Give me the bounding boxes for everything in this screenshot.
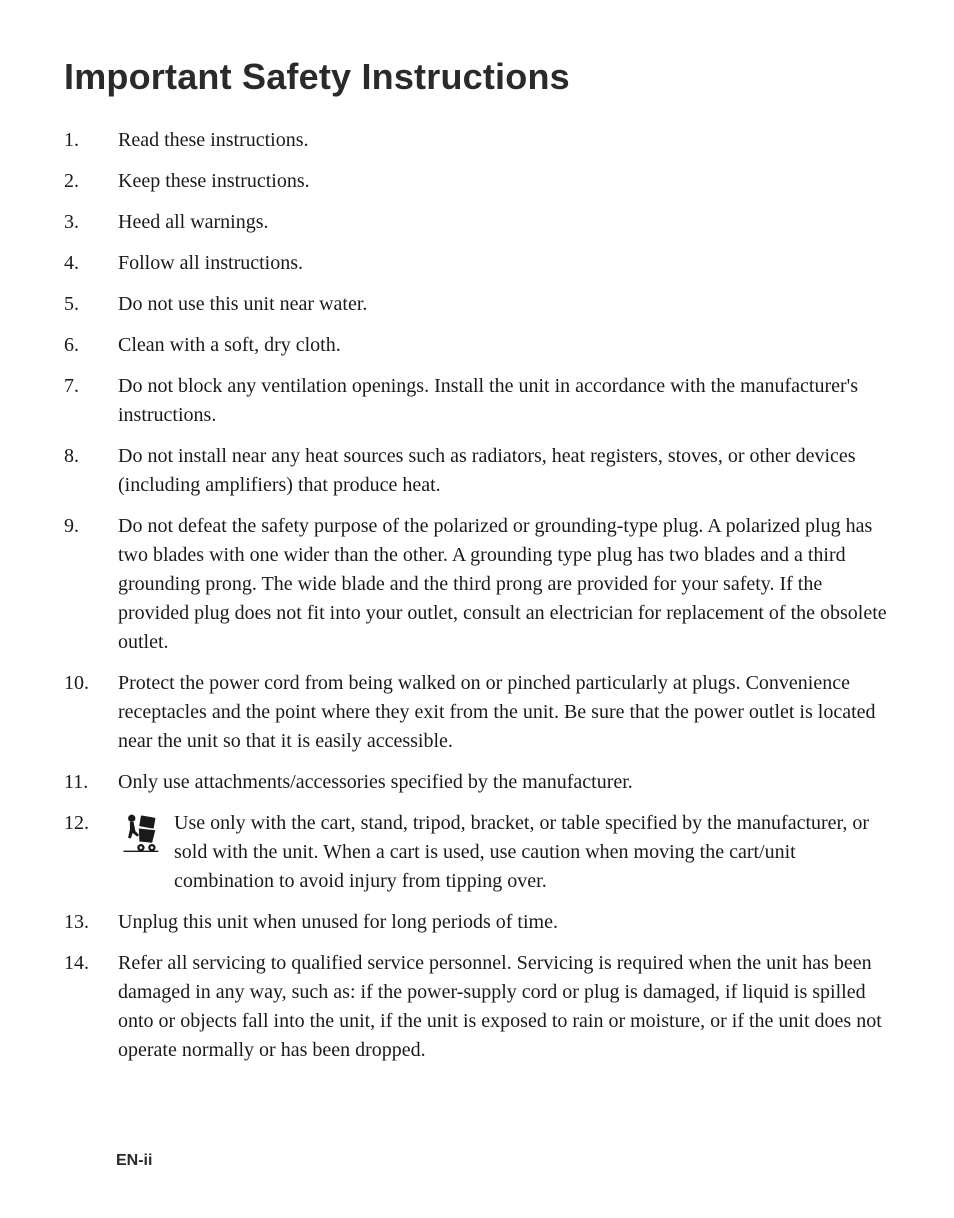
- list-item: 9. Do not defeat the safety purpose of t…: [64, 512, 890, 657]
- item-number: 3.: [64, 208, 118, 237]
- item-number: 1.: [64, 126, 118, 155]
- list-item: 4. Follow all instructions.: [64, 249, 890, 278]
- list-item: 14. Refer all servicing to qualified ser…: [64, 949, 890, 1065]
- cart-tip-warning-icon: [118, 811, 162, 855]
- page-number: EN-ii: [116, 1152, 152, 1170]
- list-item: 3. Heed all warnings.: [64, 208, 890, 237]
- item-number: 12.: [64, 809, 118, 838]
- item-text: Keep these instructions.: [118, 167, 890, 196]
- item-text: Read these instructions.: [118, 126, 890, 155]
- item-number: 5.: [64, 290, 118, 319]
- list-item: 11. Only use attachments/accessories spe…: [64, 768, 890, 797]
- item-number: 9.: [64, 512, 118, 541]
- list-item: 7. Do not block any ventilation openings…: [64, 372, 890, 430]
- item-text: Use only with the cart, stand, tripod, b…: [174, 809, 890, 896]
- item-text: Do not defeat the safety purpose of the …: [118, 512, 890, 657]
- item-number: 13.: [64, 908, 118, 937]
- item-text: Heed all warnings.: [118, 208, 890, 237]
- item-number: 14.: [64, 949, 118, 978]
- item-text: Only use attachments/accessories specifi…: [118, 768, 890, 797]
- item-number: 8.: [64, 442, 118, 471]
- item-text: Do not use this unit near water.: [118, 290, 890, 319]
- item-text: Follow all instructions.: [118, 249, 890, 278]
- item-number: 2.: [64, 167, 118, 196]
- item-number: 7.: [64, 372, 118, 401]
- item-number: 11.: [64, 768, 118, 797]
- item-number: 6.: [64, 331, 118, 360]
- list-item: 2. Keep these instructions.: [64, 167, 890, 196]
- item-number: 10.: [64, 669, 118, 698]
- list-item: 10. Protect the power cord from being wa…: [64, 669, 890, 756]
- list-item: 12.: [64, 809, 890, 896]
- item-number: 4.: [64, 249, 118, 278]
- list-item: 6. Clean with a soft, dry cloth.: [64, 331, 890, 360]
- page-title: Important Safety Instructions: [64, 56, 890, 98]
- item-text: Protect the power cord from being walked…: [118, 669, 890, 756]
- list-item: 5. Do not use this unit near water.: [64, 290, 890, 319]
- item-text: Do not block any ventilation openings. I…: [118, 372, 890, 430]
- item-text: Unplug this unit when unused for long pe…: [118, 908, 890, 937]
- list-item: 1. Read these instructions.: [64, 126, 890, 155]
- list-item: 8. Do not install near any heat sources …: [64, 442, 890, 500]
- item-text: Do not install near any heat sources suc…: [118, 442, 890, 500]
- item-text: Refer all servicing to qualified service…: [118, 949, 890, 1065]
- safety-instruction-list: 1. Read these instructions. 2. Keep thes…: [64, 126, 890, 1065]
- list-item: 13. Unplug this unit when unused for lon…: [64, 908, 890, 937]
- item-text: Clean with a soft, dry cloth.: [118, 331, 890, 360]
